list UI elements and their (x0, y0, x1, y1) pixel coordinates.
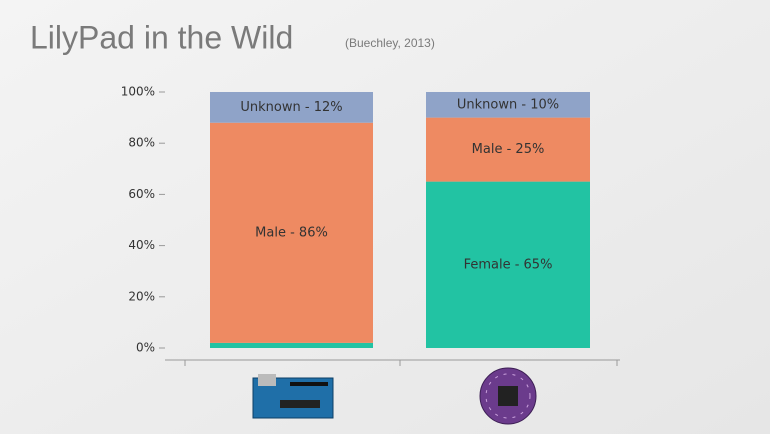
y-tick-label: 60% (128, 187, 155, 201)
y-tick-label: 80% (128, 136, 155, 150)
lilypad-image (479, 367, 537, 425)
bar-segment (426, 117, 590, 182)
bar-segment (210, 122, 373, 343)
data-label: Female - 65% (464, 257, 553, 272)
bar-segment (210, 342, 373, 348)
data-label: Male - 86% (255, 225, 328, 240)
y-tick-label: 40% (128, 238, 155, 252)
bar-segment (210, 92, 373, 123)
y-tick-label: 100% (121, 85, 155, 99)
data-label: Unknown - 12% (240, 100, 342, 115)
bar-segment (426, 92, 590, 118)
data-label: Male - 25% (472, 142, 545, 157)
chart-subtitle: (Buechley, 2013) (345, 36, 435, 50)
chart-title: LilyPad in the Wild (30, 19, 293, 55)
data-label: Unknown - 10% (457, 97, 559, 112)
bar-segment (426, 181, 590, 348)
y-tick-label: 0% (136, 341, 155, 355)
y-tick-label: 20% (128, 289, 155, 303)
arduino-image (252, 374, 334, 419)
